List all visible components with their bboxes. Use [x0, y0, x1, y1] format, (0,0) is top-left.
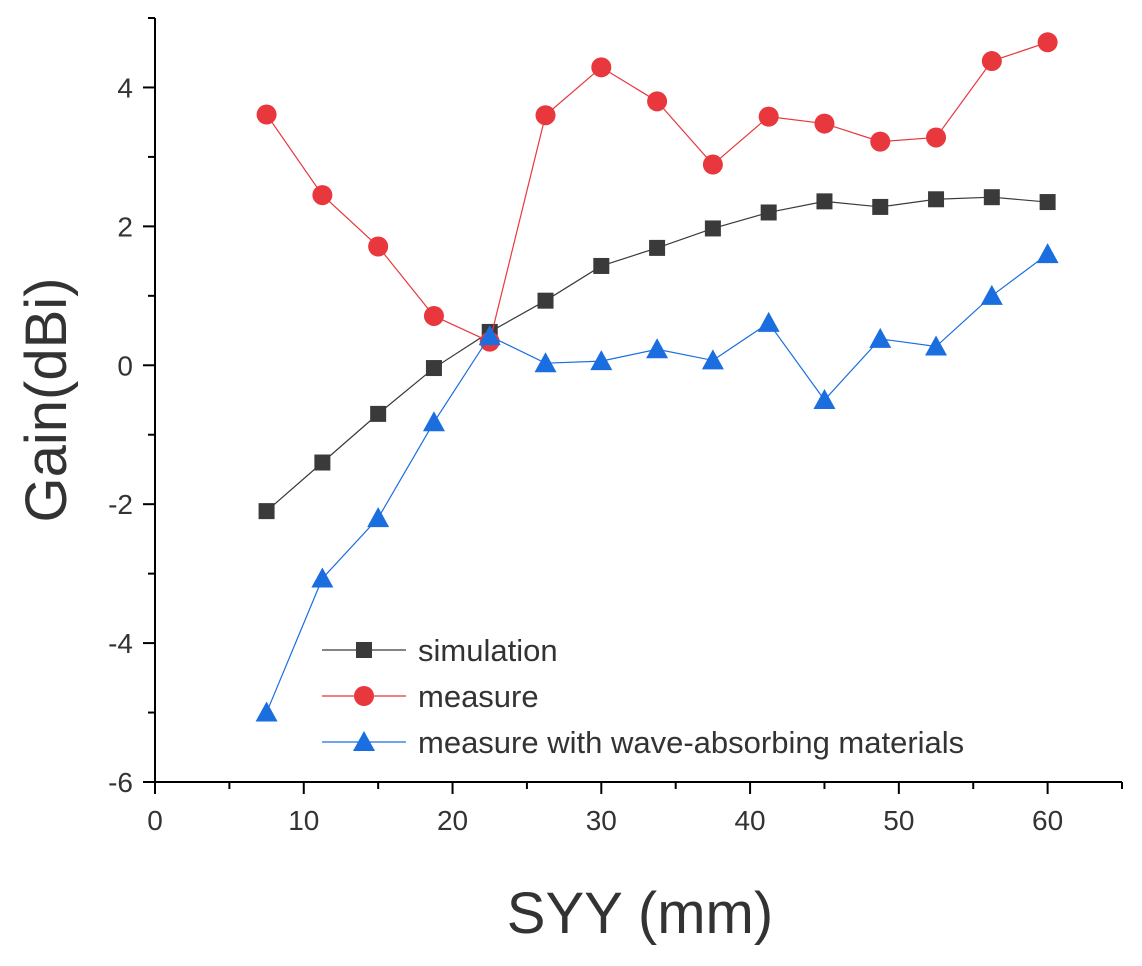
- legend: simulation measure measure with wave-absor…: [322, 633, 964, 760]
- x-tick-label: 20: [437, 805, 468, 836]
- data-point: [702, 154, 723, 175]
- data-point: [593, 257, 610, 274]
- data-point: [422, 411, 445, 432]
- x-tick-label: 30: [586, 805, 617, 836]
- data-point: [925, 335, 948, 356]
- y-tick-label: 4: [117, 72, 133, 103]
- data-point: [258, 503, 275, 520]
- data-point: [870, 131, 891, 152]
- data-point: [367, 507, 390, 528]
- x-tick-label: 40: [734, 805, 765, 836]
- x-tick-label: 60: [1032, 805, 1063, 836]
- data-point: [701, 349, 724, 370]
- data-point: [537, 292, 554, 309]
- ticks: 0 10 20 30 40 50 60 -6 -4 -2 0 2 4: [108, 17, 1123, 836]
- series-circle: [256, 32, 1058, 352]
- data-point: [814, 113, 835, 134]
- y-axis-title: Gain(dBi): [14, 278, 79, 523]
- legend-item: measure with wave-absorbing materials: [322, 725, 964, 760]
- data-point: [425, 360, 442, 377]
- data-point: [981, 51, 1002, 72]
- data-point: [535, 105, 556, 126]
- y-tick-label: 0: [117, 350, 133, 381]
- x-tick-label: 10: [288, 805, 319, 836]
- data-point: [255, 701, 278, 722]
- data-point: [757, 311, 780, 332]
- data-point: [813, 389, 836, 409]
- data-point: [1037, 32, 1058, 53]
- data-point: [1039, 194, 1056, 211]
- series-triangle: [255, 243, 1059, 722]
- legend-marker: [356, 642, 372, 658]
- data-point: [983, 189, 1000, 206]
- data-point: [1036, 243, 1059, 264]
- series-square: [258, 189, 1056, 520]
- data-point: [312, 185, 333, 206]
- data-point: [370, 405, 387, 422]
- y-tick-label: -4: [108, 628, 133, 659]
- y-tick-label: 2: [117, 211, 133, 242]
- legend-label: measure with wave-absorbing materials: [418, 725, 964, 760]
- x-axis-title: SYY (mm): [507, 881, 773, 946]
- x-tick-label: 50: [883, 805, 914, 836]
- legend-label: simulation: [418, 633, 558, 668]
- data-point: [649, 239, 666, 256]
- legend-marker: [354, 686, 374, 706]
- data-point: [816, 193, 833, 210]
- y-tick-label: -6: [108, 767, 133, 798]
- data-point: [256, 104, 277, 125]
- legend-marker: [353, 731, 375, 751]
- y-tick-label: -2: [108, 489, 133, 520]
- data-point: [478, 325, 501, 346]
- data-point: [368, 236, 389, 257]
- series-line: [266, 253, 1048, 713]
- data-point: [928, 191, 945, 208]
- data-point: [534, 352, 557, 373]
- legend-label: measure: [418, 679, 539, 714]
- data-point: [647, 91, 668, 112]
- data-point: [872, 198, 889, 215]
- data-point: [869, 327, 892, 348]
- data-point: [314, 454, 331, 471]
- legend-item: simulation: [322, 633, 558, 668]
- legend-item: measure: [322, 679, 539, 714]
- data-point: [590, 350, 613, 371]
- data-point: [926, 127, 947, 148]
- data-point: [704, 220, 721, 237]
- data-point: [311, 567, 334, 588]
- series-group: [255, 32, 1059, 722]
- data-point: [760, 204, 777, 221]
- data-point: [423, 305, 444, 326]
- data-point: [758, 106, 779, 127]
- data-point: [591, 57, 612, 78]
- axes: [154, 18, 1122, 783]
- x-tick-label: 0: [147, 805, 163, 836]
- data-point: [646, 338, 669, 359]
- data-point: [980, 284, 1003, 305]
